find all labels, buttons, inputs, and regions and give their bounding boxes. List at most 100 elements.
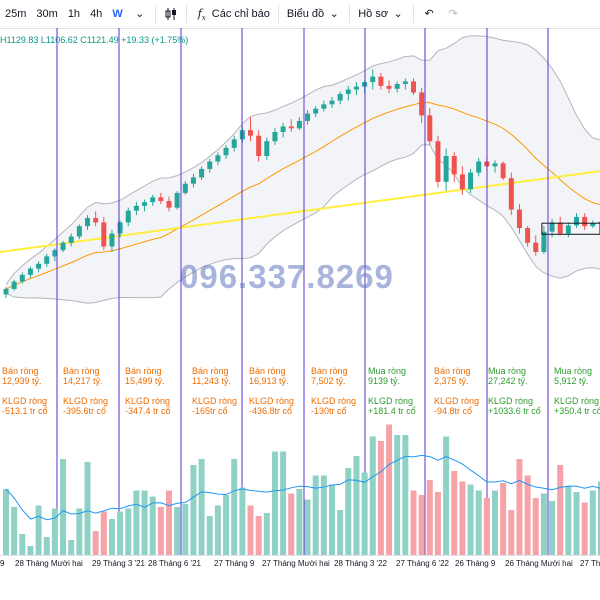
- candle-body: [133, 205, 139, 211]
- volume-bar: [223, 495, 230, 555]
- volume-bar: [402, 435, 409, 555]
- flow-volume: -436.8tr cổ: [249, 406, 293, 416]
- volume-bar: [434, 492, 441, 555]
- volume-bar: [369, 436, 376, 555]
- flow-title: Mua ròng: [488, 366, 527, 376]
- volume-bar: [60, 459, 67, 555]
- date-tick-label: 9: [0, 559, 5, 568]
- candle-body: [3, 288, 9, 295]
- toolbar-divider: [185, 5, 187, 23]
- candle-body: [190, 177, 196, 184]
- chevron-down-icon: ⌄: [393, 8, 403, 20]
- flow-volume: +350.4 tr cổ: [554, 406, 600, 416]
- flow-annotation: Bán ròng 2,375 tỷ. KLGD ròng -94.8tr cổ: [434, 366, 479, 416]
- candle-body: [533, 242, 539, 252]
- candle-body: [321, 104, 327, 109]
- volume-bar: [280, 451, 287, 555]
- candle-body: [557, 222, 563, 234]
- candle-body: [419, 92, 425, 116]
- volume-bar: [11, 507, 18, 555]
- volume-bar: [492, 490, 498, 555]
- date-tick-label: 27 Tháng 6 '22: [396, 559, 449, 568]
- date-tick-label: 27 Thá: [580, 559, 600, 568]
- volume-bar: [394, 435, 401, 555]
- candle-body: [590, 223, 596, 227]
- volume-bar: [320, 475, 327, 555]
- volume-bar: [84, 462, 91, 555]
- volume-bar: [524, 475, 531, 555]
- flow-annotation: Bán ròng 15,499 tỷ. KLGD ròng -347.4 tr cổ: [125, 366, 171, 416]
- candle-body: [207, 161, 213, 169]
- flow-title: Mua ròng: [368, 366, 407, 376]
- flow-value: 14,217 tỷ.: [63, 376, 103, 386]
- flow-klgd-label: KLGD ròng: [368, 396, 414, 406]
- candle-body: [402, 81, 408, 84]
- volume-bar: [157, 507, 164, 555]
- chart-menu-label: Biểu đồ: [286, 8, 325, 20]
- candle-body: [443, 156, 449, 182]
- volume-bar: [19, 534, 26, 555]
- volume-bar: [125, 508, 132, 555]
- volume-bar: [27, 546, 34, 555]
- candle-body: [248, 130, 253, 136]
- interval-4h[interactable]: 4h: [90, 8, 103, 20]
- candle-body: [272, 132, 278, 142]
- volume-bar: [410, 490, 417, 555]
- volume-bar: [532, 498, 539, 555]
- toolbar-divider: [277, 5, 279, 23]
- flow-annotation: Bán ròng 16,913 tỷ. KLGD ròng -436.8tr cổ: [249, 366, 294, 416]
- candle-body: [598, 221, 600, 224]
- redo-icon: ↷: [448, 8, 458, 20]
- volume-bar: [304, 499, 311, 555]
- trendline: [0, 170, 600, 253]
- candle-body: [394, 84, 400, 89]
- candle-body: [459, 174, 465, 190]
- bollinger-band-fill: [6, 35, 600, 304]
- flow-volume: +1033.6 tr cổ: [488, 406, 541, 416]
- flow-title: Bán ròng: [63, 366, 100, 376]
- indicators-button[interactable]: fx Các chỉ báo: [190, 0, 275, 28]
- bollinger-upper-line: [5, 35, 600, 285]
- volume-bar: [451, 471, 458, 555]
- volume-bar: [231, 459, 238, 555]
- volume-bar: [353, 456, 360, 555]
- candle-body: [280, 126, 286, 132]
- candle-body: [52, 250, 58, 257]
- interval-25m[interactable]: 25m: [5, 8, 27, 20]
- volume-bar: [557, 465, 564, 555]
- volume-bar: [206, 516, 213, 555]
- volume-bar: [182, 504, 189, 555]
- flow-title: Mua ròng: [554, 366, 593, 376]
- candle-body: [199, 168, 205, 178]
- volume-bar: [239, 487, 246, 555]
- interval-dropdown-icon[interactable]: ⌄: [135, 8, 145, 20]
- redo-button[interactable]: ↷: [441, 0, 465, 28]
- interval-w[interactable]: W: [112, 8, 123, 20]
- candle-body: [288, 126, 294, 129]
- volume-bar: [443, 436, 450, 555]
- flow-klgd-label: KLGD ròng: [488, 396, 534, 406]
- ohlc-legend: H1129.83 L1106.62 C1121.49 +19.33 (+1.75…: [0, 35, 188, 45]
- flow-value: 9139 tỷ.: [368, 376, 401, 386]
- candle-body: [125, 210, 131, 223]
- toolbar: 25m 30m 1h 4h W ⌄ fx Các chỉ báo Biểu đồ…: [0, 0, 600, 29]
- flow-volume: -130tr cổ: [311, 406, 347, 416]
- price-chart[interactable]: [0, 28, 600, 555]
- candle-body: [574, 216, 579, 226]
- flow-klgd-label: KLGD ròng: [125, 396, 171, 406]
- chart-menu-button[interactable]: Biểu đồ ⌄: [282, 0, 346, 28]
- ohlc-high: H1129.83: [0, 35, 39, 45]
- flow-volume: -165tr cổ: [192, 406, 228, 416]
- date-axis: 9 28 Tháng Mười hai 29 Tháng 3 '21 28 Tháng…: [0, 555, 600, 572]
- profile-menu-button[interactable]: Hồ sơ ⌄: [353, 0, 410, 28]
- undo-button[interactable]: ↶: [417, 0, 441, 28]
- interval-30m[interactable]: 30m: [36, 8, 58, 20]
- candle-style-button[interactable]: [159, 0, 183, 28]
- volume-bar: [329, 484, 335, 555]
- candle-body: [516, 209, 522, 228]
- flow-title: Bán ròng: [249, 366, 286, 376]
- volume-bar: [361, 472, 368, 555]
- flow-value: 16,913 tỷ.: [249, 376, 289, 386]
- date-tick-label: 27 Tháng 9: [214, 559, 255, 568]
- interval-1h[interactable]: 1h: [67, 8, 81, 20]
